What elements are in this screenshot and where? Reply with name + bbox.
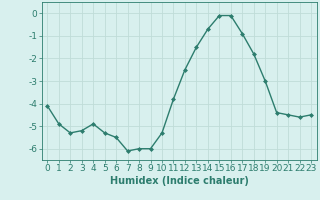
X-axis label: Humidex (Indice chaleur): Humidex (Indice chaleur) xyxy=(110,176,249,186)
